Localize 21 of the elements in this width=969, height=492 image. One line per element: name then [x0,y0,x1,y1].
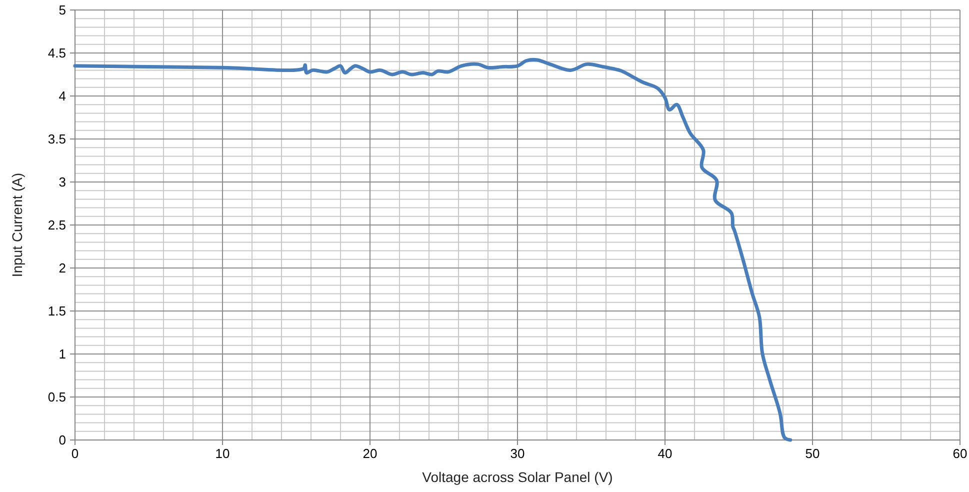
y-tick-label: 0 [58,432,66,448]
y-tick-label: 2.5 [48,218,66,233]
x-axis-title: Voltage across Solar Panel (V) [422,469,613,485]
x-tick-label: 0 [71,446,79,461]
y-tick-label: 3.5 [48,132,66,147]
x-tick-label: 50 [805,446,820,461]
x-tick-label: 20 [362,446,378,461]
y-tick-label: 1 [58,346,66,362]
y-tick-label: 1.5 [48,304,66,319]
y-tick-label: 0.5 [48,390,66,405]
y-tick-label: 4 [58,88,66,104]
x-tick-label: 40 [658,446,672,461]
x-tick-label: 60 [952,446,968,461]
y-tick-label: 2 [58,260,66,276]
x-tick-label: 10 [215,446,230,461]
y-tick-label: 4.5 [48,46,66,61]
y-tick-label: 3 [58,174,66,190]
line-series [73,58,792,442]
y-tick-label: 5 [58,2,66,18]
y-axis-title: Input Current (A) [9,172,25,278]
x-tick-label: 30 [510,446,525,461]
